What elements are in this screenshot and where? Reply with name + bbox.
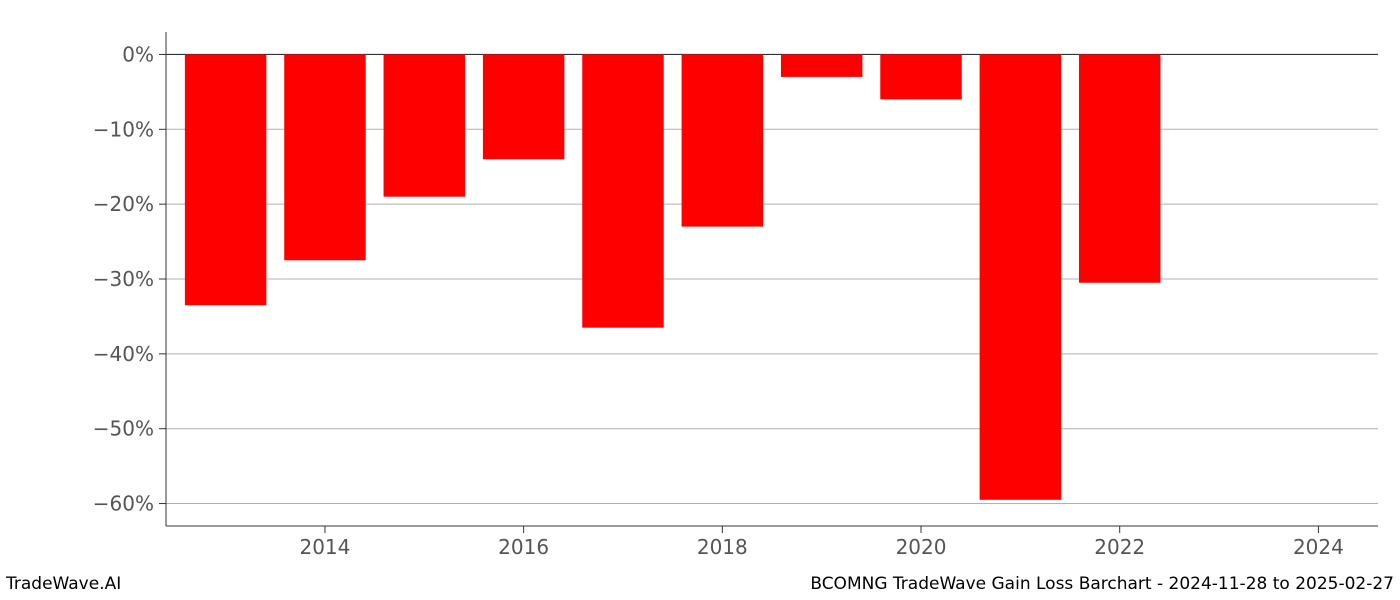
x-tick-label: 2016: [498, 535, 549, 559]
x-tick-label: 2024: [1293, 535, 1344, 559]
y-tick-label: −60%: [93, 492, 154, 516]
footer-right-text: BCOMNG TradeWave Gain Loss Barchart - 20…: [810, 574, 1394, 594]
y-tick-label: −50%: [93, 417, 154, 441]
bar: [582, 54, 663, 327]
bar: [284, 54, 365, 260]
bar-chart: 0% −10% −20% −30% −40% −50% −60% 2014 2016 2018 20…: [0, 0, 1400, 600]
x-tick-label: 2022: [1094, 535, 1145, 559]
bar: [980, 54, 1061, 499]
bar: [880, 54, 961, 99]
x-tick-label: 2018: [697, 535, 748, 559]
bar: [483, 54, 564, 159]
bar: [781, 54, 862, 76]
bar: [185, 54, 266, 305]
bar: [682, 54, 763, 226]
x-tick-label: 2020: [896, 535, 947, 559]
y-tick-label: 0%: [122, 42, 154, 66]
x-tick-label: 2014: [299, 535, 350, 559]
bar: [384, 54, 465, 196]
y-tick-label: −20%: [93, 192, 154, 216]
y-tick-label: −10%: [93, 117, 154, 141]
y-tick-label: −40%: [93, 342, 154, 366]
bar: [1079, 54, 1160, 282]
y-tick-label: −30%: [93, 267, 154, 291]
chart-container: 0% −10% −20% −30% −40% −50% −60% 2014 2016 2018 20…: [0, 0, 1400, 600]
footer-left-text: TradeWave.AI: [6, 574, 121, 594]
